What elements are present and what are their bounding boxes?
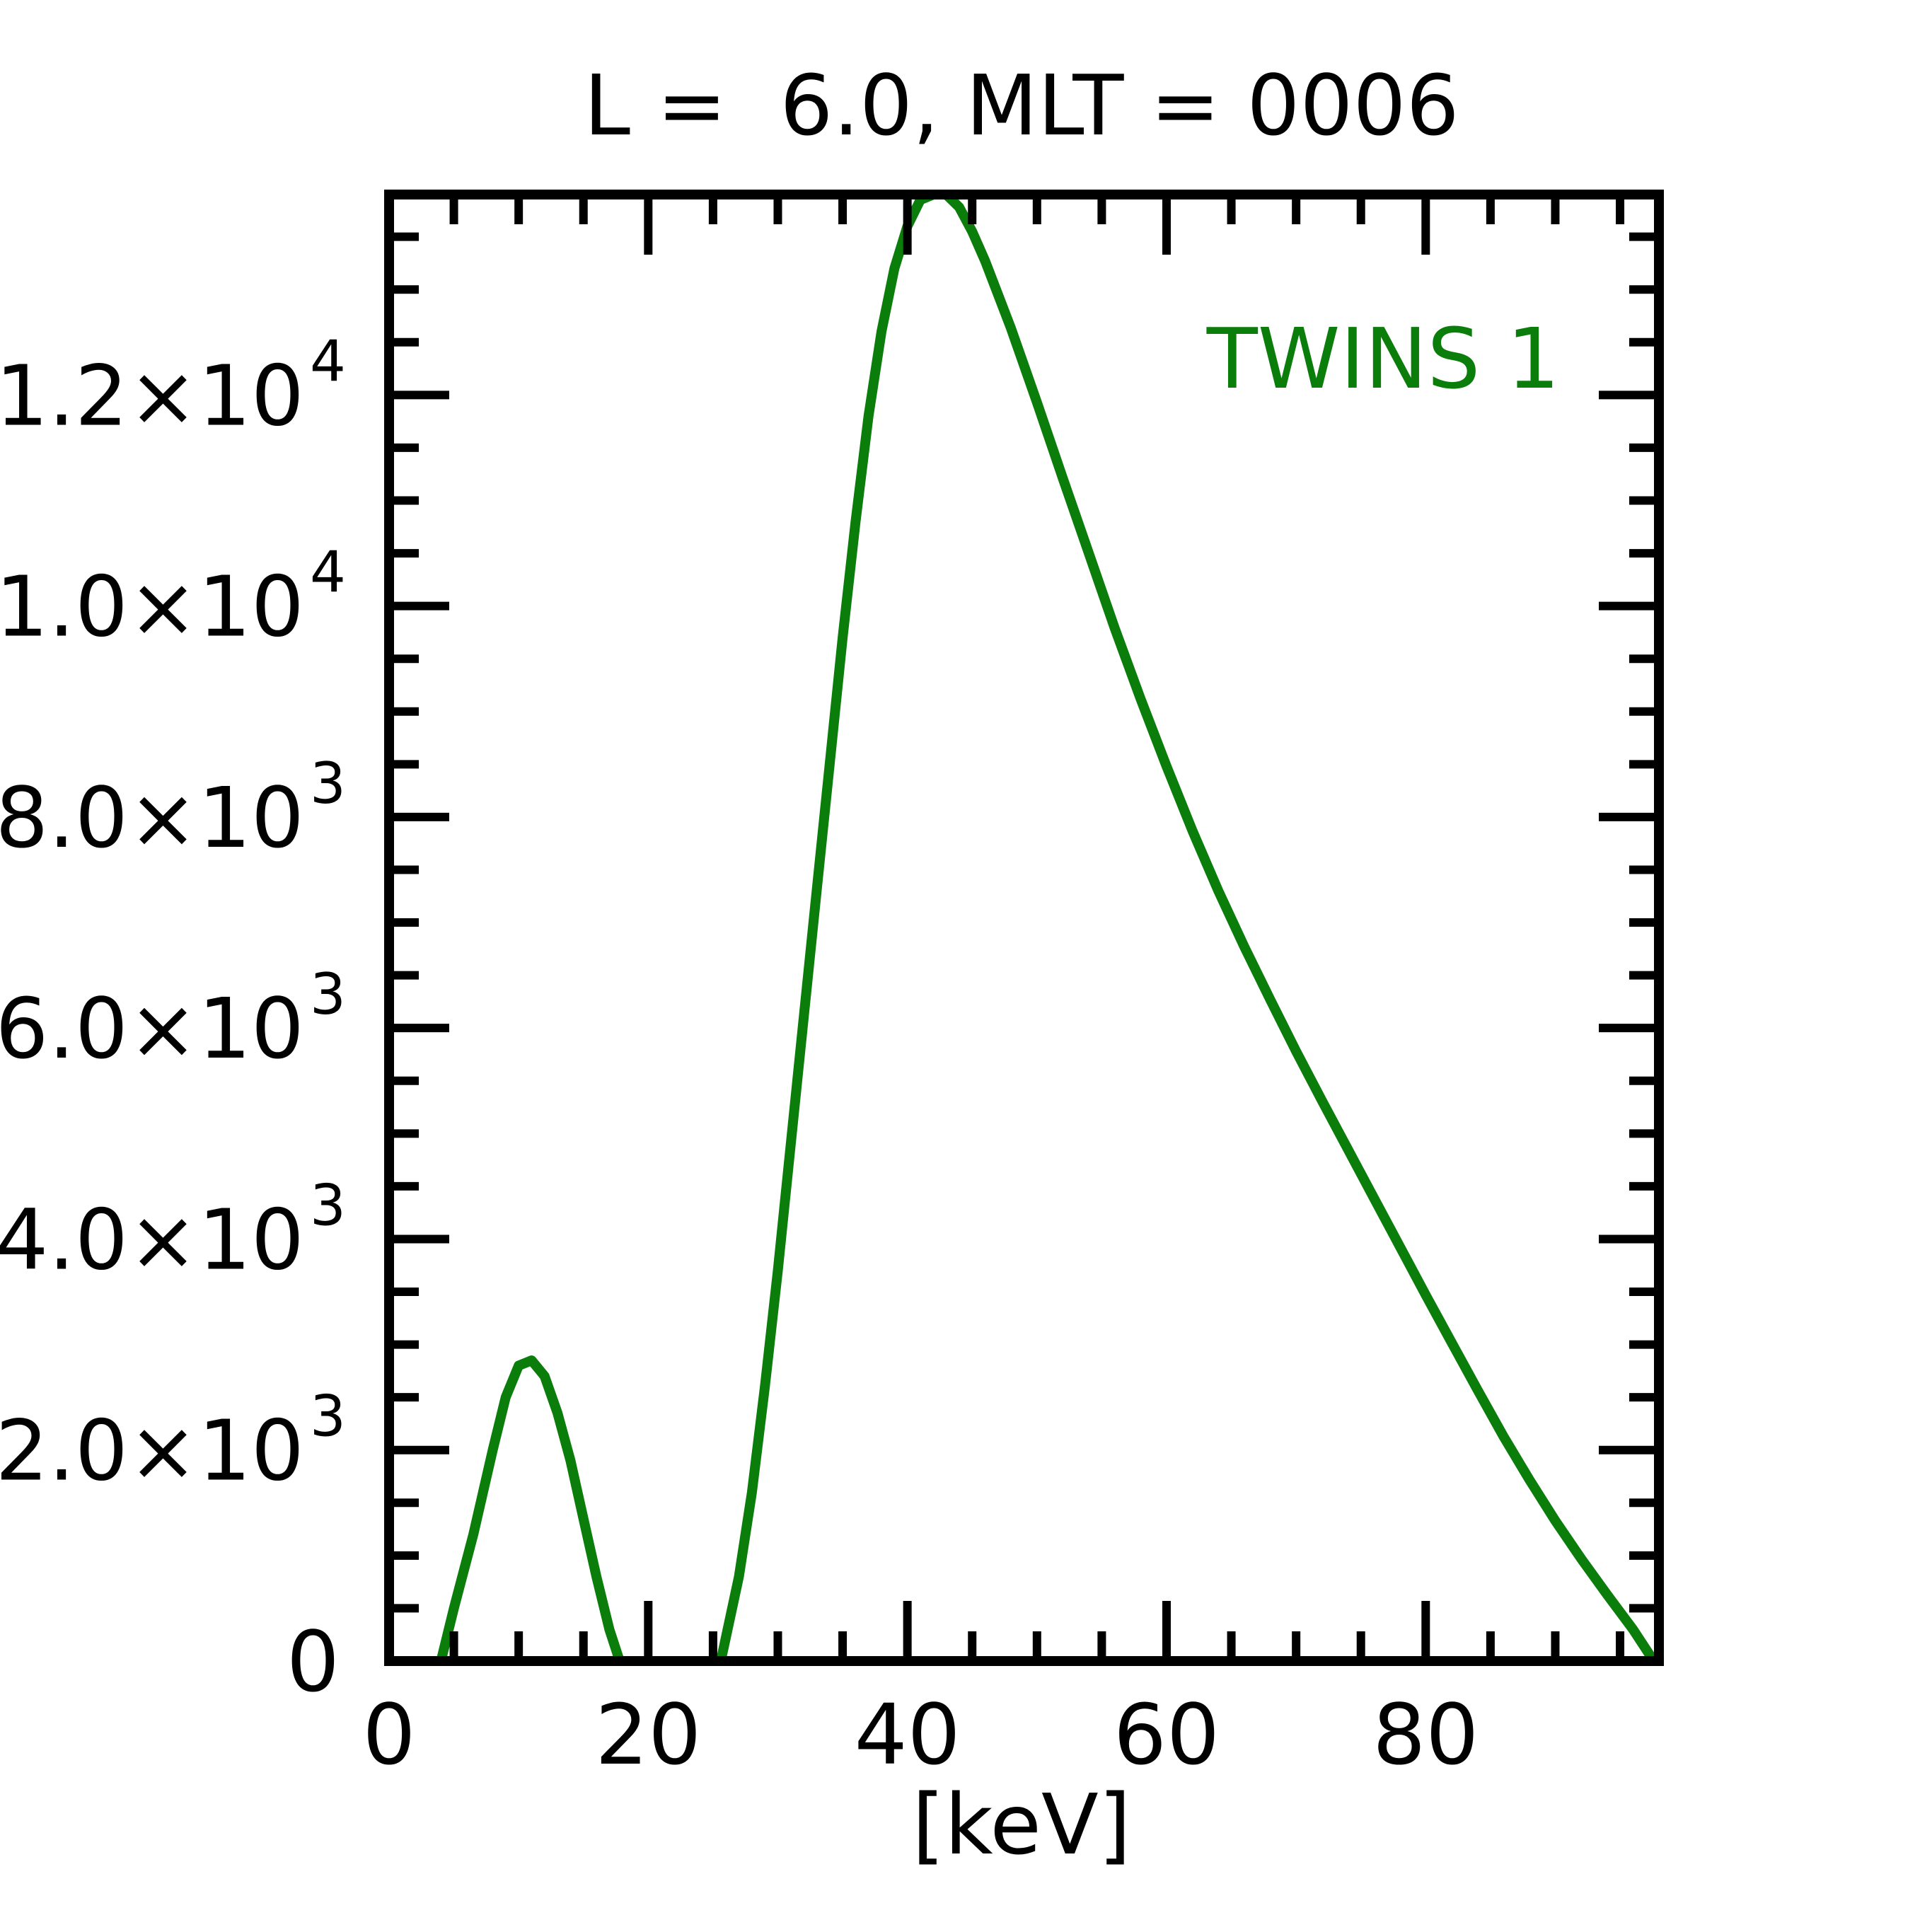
y-tick-label: 4.0×10	[0, 1191, 304, 1288]
y-tick-label: 6.0×10	[0, 980, 304, 1077]
y-tick-label-exponent: 3	[310, 1384, 346, 1450]
y-tick-label-exponent: 4	[310, 328, 346, 394]
y-tick-label: 2.0×10	[0, 1402, 304, 1500]
y-tick-label-exponent: 3	[310, 751, 346, 816]
y-tick-label: 1.2×10	[0, 347, 304, 444]
series-line-0-segment-0	[436, 1355, 625, 1661]
x-tick-label: 20	[595, 1686, 701, 1783]
y-tick-label: 0	[287, 1613, 340, 1711]
y-tick-label-exponent: 3	[310, 1172, 346, 1238]
x-tick-label: 40	[855, 1686, 961, 1783]
chart-title: L = 6.0, MLT = 0006	[584, 57, 1459, 154]
y-tick-label: 1.0×10	[0, 558, 304, 656]
x-tick-label: 60	[1113, 1686, 1220, 1783]
x-tick-label: 0	[362, 1686, 415, 1783]
legend-entry-twins-1: TWINS 1	[1206, 310, 1560, 407]
series-line-0-segment-1	[716, 195, 1658, 1661]
x-axis-label: [keV]	[912, 1776, 1131, 1873]
y-tick-label-exponent: 4	[310, 540, 346, 606]
x-tick-label: 80	[1372, 1686, 1479, 1783]
axes-frame	[384, 190, 1664, 1666]
y-tick-label: 8.0×10	[0, 769, 304, 867]
y-tick-label-exponent: 3	[310, 961, 346, 1027]
